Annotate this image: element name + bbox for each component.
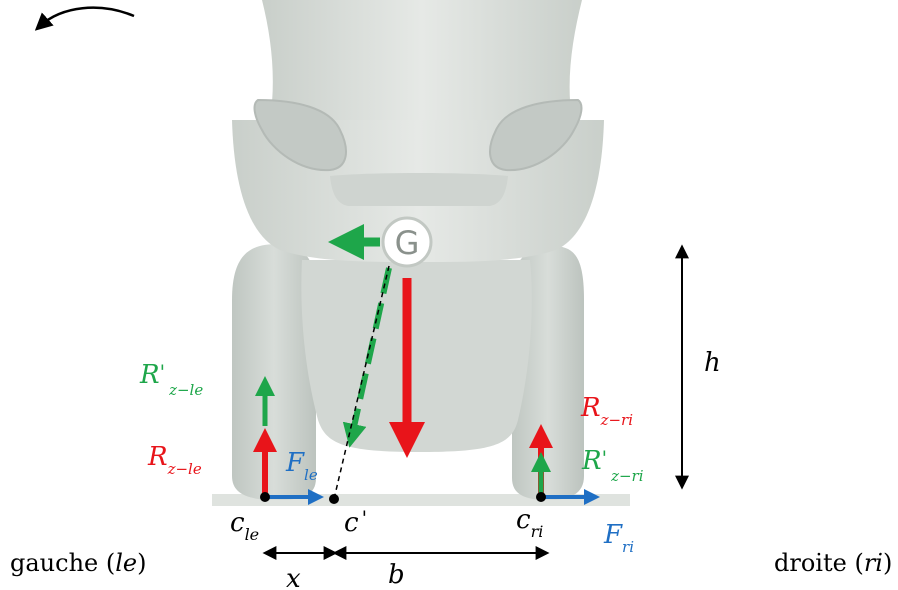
force-arrows — [253, 224, 600, 505]
rotation-arrow-icon — [34, 6, 135, 31]
dimensions — [262, 244, 689, 560]
contact-point-ri — [536, 492, 546, 502]
c-prime-label: c ' — [344, 506, 367, 538]
r-prime-z-le-label: R'z−le — [139, 360, 203, 399]
b-label: b — [388, 560, 405, 590]
contact-point-c-prime — [329, 494, 339, 504]
f-ri-label: Fri — [603, 520, 634, 556]
right-headlight — [489, 98, 583, 172]
h-label: h — [704, 348, 721, 378]
left-headlight — [253, 98, 347, 172]
resultant-force-arrow — [342, 267, 392, 448]
contact-point-le — [260, 492, 270, 502]
left-side-caption: gauche (le) — [10, 549, 147, 577]
front-grille — [330, 173, 508, 206]
line-of-action — [333, 265, 390, 500]
r-prime-z-ri-label: R'z−ri — [581, 446, 644, 485]
c-ri-label: cri — [516, 505, 543, 541]
center-of-gravity-disc — [381, 216, 433, 268]
vehicle-chassis — [301, 260, 532, 452]
r-z-ri-label: Rz−ri — [580, 393, 633, 429]
vehicle-canopy — [262, 0, 582, 120]
right-side-caption: droite (ri) — [774, 549, 892, 577]
r-z-le-label: Rz−le — [147, 442, 202, 478]
f-le-label: Fle — [285, 448, 318, 484]
center-of-gravity: G — [381, 216, 433, 268]
c-le-label: cle — [230, 508, 259, 544]
x-label: x — [286, 564, 301, 590]
center-of-gravity-label: G — [395, 224, 420, 262]
